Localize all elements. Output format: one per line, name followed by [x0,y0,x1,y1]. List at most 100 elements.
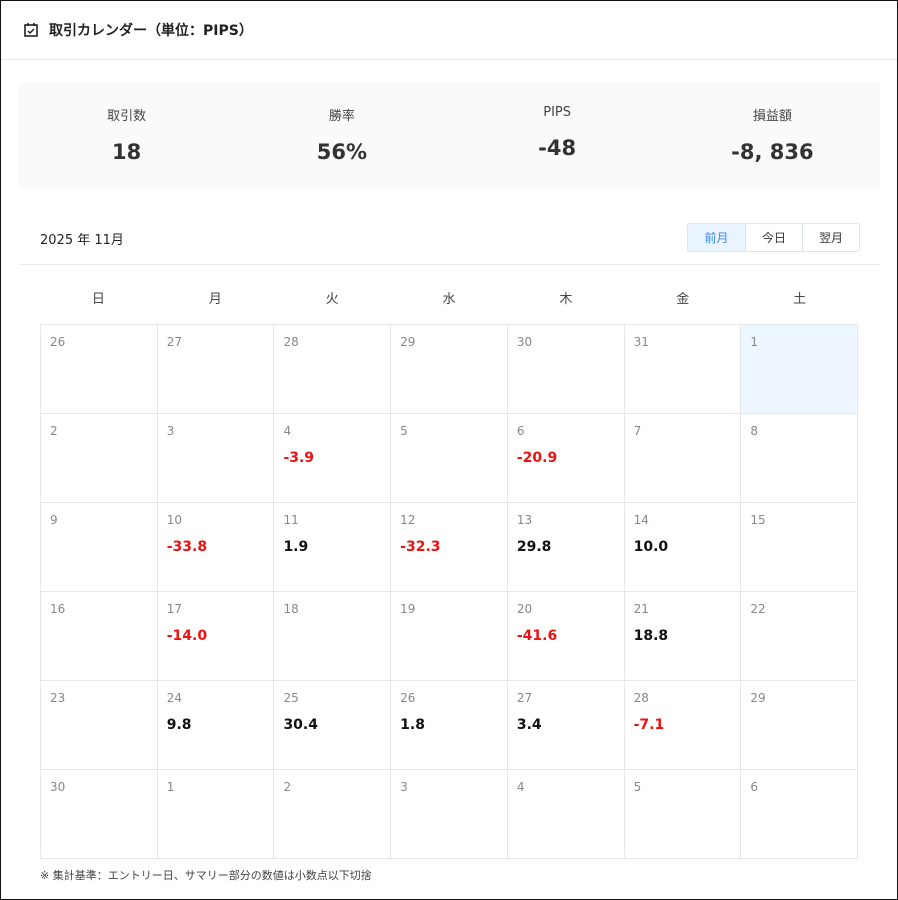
calendar-day-cell[interactable]: 11 1.9 [274,503,392,592]
day-pips: -33.8 [166,539,208,555]
calendar-day-cell[interactable]: 2 [274,770,392,859]
day-number: 2 [283,780,292,794]
day-number: 4 [516,780,525,794]
day-number: 5 [633,780,642,794]
day-number: 16 [50,602,66,616]
day-number: 18 [283,602,299,616]
day-number: 29 [750,691,766,705]
day-number: 23 [50,691,66,705]
day-number: 14 [633,513,649,527]
calendar-day-cell[interactable]: 30 [41,770,158,859]
day-number: 10 [166,513,182,527]
day-pips: 10.0 [633,539,669,555]
day-number: 29 [400,335,416,349]
weekday-header: 日月火水木金土 [40,280,858,320]
page-title: 取引カレンダー（単位：PIPS） [49,23,253,39]
calendar-week: 23 24 9.8 25 30.4 26 1.8 27 3.4 28 -7.1 29 [41,681,859,770]
calendar-day-cell[interactable]: 14 10.0 [624,503,742,592]
calendar-day-cell[interactable]: 16 [41,592,158,681]
summary-winrate: 勝率 56% [234,82,449,189]
day-number: 20 [516,602,533,616]
calendar-grid: 26 27 28 29 30 31 1 2 3 4 -3.9 5 6 -20.9 7 8 9 10 -33.8 11 1… [40,324,859,859]
summary-label: PIPS [543,105,571,120]
calendar-day-cell[interactable]: 29 [741,681,859,770]
day-pips: 1.8 [400,717,425,733]
calendar-day-cell[interactable]: 28 -7.1 [624,681,742,770]
day-number: 5 [400,424,408,438]
calendar-day-cell[interactable]: 27 [157,325,275,414]
summary-panel: 取引数 18 勝率 56% PIPS -48 損益額 -8, 836 [19,82,880,189]
summary-label: 勝率 [328,109,355,124]
day-number: 13 [516,513,533,527]
calendar-day-cell[interactable]: 27 3.4 [507,681,625,770]
calendar-check-icon [24,23,38,37]
calendar-day-cell[interactable]: 5 [391,414,508,503]
month-label: 2025 年 11月 [40,233,124,248]
calendar-day-cell[interactable]: 18 [274,592,392,681]
today-button[interactable]: 今日 [745,224,802,251]
summary-pips: PIPS -48 [450,82,665,189]
day-number: 27 [166,335,182,349]
calendar-day-cell[interactable]: 10 -33.8 [157,503,275,592]
day-number: 31 [633,335,649,349]
day-pips: 30.4 [283,717,318,733]
day-pips: -20.9 [516,450,558,466]
calendar-day-cell[interactable]: 15 [741,503,859,592]
calendar-day-cell[interactable]: 1 [741,325,859,414]
calendar-day-cell[interactable]: 12 -32.3 [391,503,508,592]
calendar-day-cell[interactable]: 8 [741,414,859,503]
weekday-label: 月 [208,292,222,307]
calendar-day-cell[interactable]: 19 [391,592,508,681]
calendar-day-cell[interactable]: 31 [624,325,742,414]
day-pips: 18.8 [633,628,669,644]
prev-month-button[interactable]: 前月 [688,224,745,251]
day-number: 11 [283,513,299,527]
calendar-day-cell[interactable]: 6 -20.9 [507,414,625,503]
day-number: 6 [516,424,525,438]
calendar-day-cell[interactable]: 29 [391,325,508,414]
summary-value: -8, 836 [731,140,814,164]
calendar-day-cell[interactable]: 20 -41.6 [507,592,625,681]
summary-trades: 取引数 18 [19,82,234,189]
weekday-label: 日 [91,292,105,307]
calendar-week: 30 1 2 3 4 5 6 [41,770,859,859]
calendar-day-cell[interactable]: 21 18.8 [624,592,742,681]
day-number: 7 [633,424,642,438]
day-pips: -32.3 [400,539,441,555]
calendar-day-cell[interactable]: 3 [157,414,275,503]
calendar-day-cell[interactable]: 2 [41,414,158,503]
day-number: 30 [50,780,66,794]
day-number: 28 [283,335,299,349]
calendar-day-cell[interactable]: 25 30.4 [274,681,392,770]
calendar-day-cell[interactable]: 4 -3.9 [274,414,392,503]
weekday-label: 土 [793,292,807,307]
calendar-day-cell[interactable]: 26 [41,325,158,414]
calendar-day-cell[interactable]: 22 [741,592,859,681]
weekday-label: 金 [676,292,690,307]
calendar-day-cell[interactable]: 5 [624,770,742,859]
day-number: 28 [633,691,649,705]
calendar-day-cell[interactable]: 13 29.8 [507,503,625,592]
day-number: 9 [50,513,58,527]
calendar-week: 16 17 -14.0 18 19 20 -41.6 21 18.8 22 [41,592,859,681]
footnote: ※ 集計基準：エントリー日、サマリー部分の数値は小数点以下切捨 [40,869,372,882]
next-month-button[interactable]: 翌月 [802,224,859,251]
calendar-day-cell[interactable]: 1 [157,770,275,859]
calendar-day-cell[interactable]: 23 [41,681,158,770]
calendar-day-cell[interactable]: 3 [391,770,508,859]
calendar-day-cell[interactable]: 4 [507,770,625,859]
weekday-label: 木 [559,292,573,307]
calendar-day-cell[interactable]: 17 -14.0 [157,592,275,681]
day-pips: -3.9 [283,450,315,466]
calendar-day-cell[interactable]: 28 [274,325,392,414]
day-pips: -7.1 [633,717,665,733]
summary-value: 18 [112,140,142,164]
calendar-day-cell[interactable]: 30 [507,325,625,414]
day-number: 27 [516,691,533,705]
calendar-day-cell[interactable]: 7 [624,414,742,503]
calendar-day-cell[interactable]: 26 1.8 [391,681,508,770]
day-number: 30 [516,335,533,349]
calendar-day-cell[interactable]: 6 [741,770,859,859]
calendar-day-cell[interactable]: 24 9.8 [157,681,275,770]
calendar-day-cell[interactable]: 9 [41,503,158,592]
